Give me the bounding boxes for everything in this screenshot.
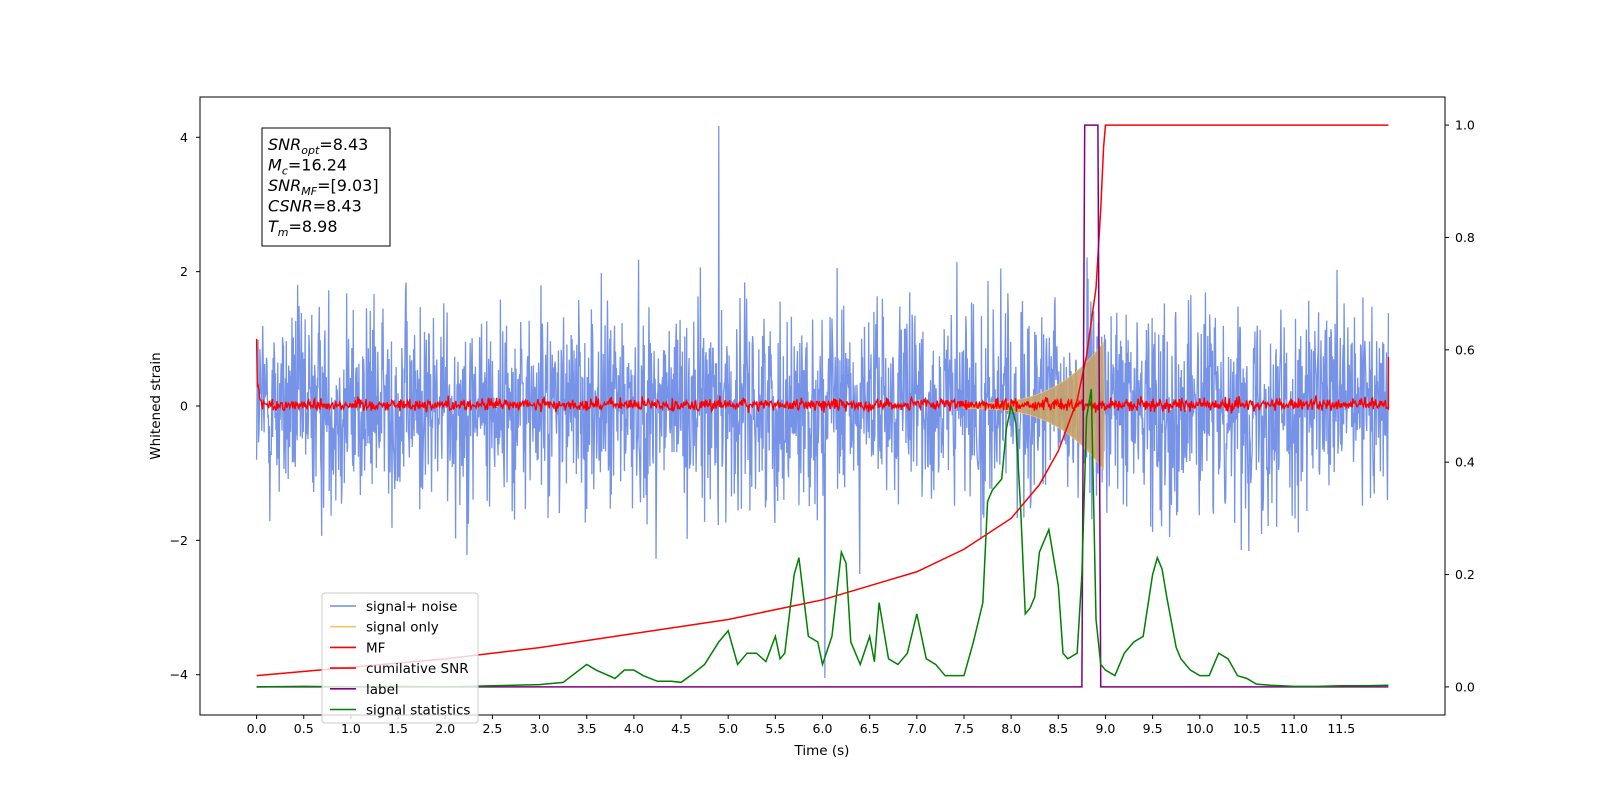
info-line: CSNR=8.43	[268, 197, 362, 216]
x-axis-title: Time (s)	[794, 743, 850, 759]
y-axis-title: Whitened strain	[148, 352, 164, 459]
x-tick-label: 5.5	[765, 721, 785, 736]
plot-content	[255, 124, 1390, 688]
x-tick-label: 1.0	[341, 721, 361, 736]
info-line: Mc=16.24	[268, 156, 347, 178]
mf-series	[255, 338, 1390, 414]
info-box: SNRopt=8.43Mc=16.24SNRMF=[9.03]CSNR=8.43…	[261, 127, 391, 247]
legend-label: cumilative SNR	[366, 661, 469, 677]
legend-label: MF	[366, 640, 385, 656]
x-tick-label: 3.5	[577, 721, 597, 736]
x-tick-label: 10.5	[1233, 721, 1261, 736]
x-tick-label: 9.5	[1143, 721, 1163, 736]
y-right-tick-label: 0.2	[1455, 567, 1475, 582]
signal-statistics-series	[256, 389, 1389, 688]
x-tick-label: 6.5	[860, 721, 880, 736]
y-tick-label: 2	[180, 264, 188, 279]
ticks: 0.0 0.5 1.0 1.5 2.0 2.5 3.0 3.5 4.0 4.5 5.0 5.5 6.0 6…	[170, 118, 1475, 736]
x-tick-label: 11.0	[1280, 721, 1308, 736]
x-tick-label: 0.0	[247, 721, 267, 736]
x-tick-label: 3.0	[530, 721, 550, 736]
legend-label: signal+ noise	[366, 599, 457, 615]
x-tick-label: 2.5	[482, 721, 502, 736]
y-right-tick-label: 0.6	[1455, 342, 1475, 357]
y-tick-label: 4	[180, 130, 188, 145]
y-tick-label: −2	[170, 533, 188, 548]
y-right-tick-label: 1.0	[1455, 118, 1475, 133]
x-tick-label: 5.0	[718, 721, 738, 736]
info-line: SNRopt=8.43	[268, 135, 368, 157]
legend-label: signal only	[366, 620, 439, 636]
x-tick-label: 1.5	[388, 721, 408, 736]
info-line: Tm=8.98	[268, 217, 338, 239]
legend-label: signal statistics	[366, 703, 470, 719]
info-box-frame	[261, 127, 391, 247]
x-tick-label: 10.0	[1186, 721, 1214, 736]
cumulative-snr-series	[256, 124, 1389, 677]
legend-frame	[321, 592, 479, 724]
x-tick-label: 11.5	[1327, 721, 1355, 736]
y-right-tick-label: 0.0	[1455, 679, 1475, 694]
y-tick-label: 0	[180, 399, 188, 414]
info-line: SNRMF=[9.03]	[268, 176, 379, 198]
x-tick-label: 9.0	[1096, 721, 1116, 736]
x-tick-label: 6.0	[813, 721, 833, 736]
legend: signal+ noise signal only MF cumilative SNR…	[321, 592, 479, 724]
y-right-tick-label: 0.4	[1455, 455, 1475, 470]
y-tick-label: −4	[170, 667, 188, 682]
x-tick-label: 4.0	[624, 721, 644, 736]
x-tick-label: 4.5	[671, 721, 691, 736]
x-tick-label: 7.5	[954, 721, 974, 736]
x-tick-label: 8.0	[1001, 721, 1021, 736]
legend-label: label	[366, 682, 399, 698]
x-tick-label: 0.5	[294, 721, 314, 736]
y-right-tick-label: 0.8	[1455, 230, 1475, 245]
x-tick-label: 8.5	[1048, 721, 1068, 736]
label-series	[256, 124, 1389, 688]
x-tick-label: 2.0	[435, 721, 455, 736]
x-tick-label: 7.0	[907, 721, 927, 736]
